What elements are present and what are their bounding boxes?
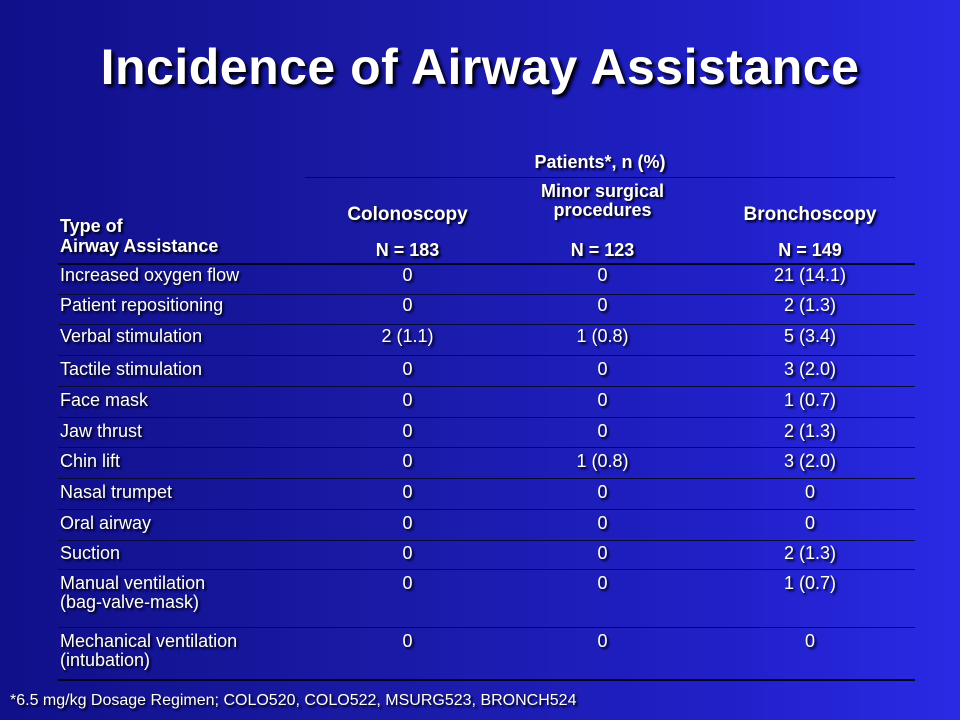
header-bottom-rule — [58, 263, 915, 265]
type-header-line2: Airway Assistance — [60, 236, 219, 256]
cell-bronchoscopy: 0 — [804, 631, 815, 651]
row-type: Mechanical ventilation (intubation) — [60, 632, 320, 670]
column-name: Bronchoscopy — [743, 204, 877, 225]
cell-bronchoscopy: 5 (3.4) — [783, 326, 837, 346]
column-n-minor-surgical: N = 123 — [570, 240, 635, 260]
cell-colonoscopy: 0 — [402, 265, 413, 285]
group-header-divider — [305, 177, 895, 178]
row-type-line1: Mechanical ventilation — [60, 631, 238, 651]
row-type: Manual ventilation (bag-valve-mask) — [60, 574, 320, 612]
type-header: Type of Airway Assistance — [60, 216, 310, 256]
cell-minor-surgical: 0 — [597, 513, 608, 533]
cell-colonoscopy: 0 — [402, 482, 413, 502]
type-header-line1: Type of — [60, 216, 123, 236]
cell-minor-surgical: 0 — [597, 265, 608, 285]
cell-bronchoscopy: 0 — [804, 513, 815, 533]
row-divider — [58, 509, 915, 510]
column-header-bronchoscopy: Bronchoscopy — [710, 204, 910, 226]
column-name-line1: Minor surgical — [540, 181, 665, 201]
cell-colonoscopy: 0 — [402, 295, 413, 315]
row-type: Tactile stimulation — [60, 359, 203, 379]
row-divider — [58, 417, 915, 418]
row-divider — [58, 478, 915, 479]
footnote: *6.5 mg/kg Dosage Regimen; COLO520, COLO… — [10, 692, 577, 709]
cell-colonoscopy: 2 (1.1) — [381, 326, 434, 346]
cell-bronchoscopy: 2 (1.3) — [783, 295, 837, 315]
row-type: Chin lift — [60, 451, 121, 471]
patients-group-header: Patients*, n (%) — [534, 152, 666, 172]
column-n-colonoscopy: N = 183 — [375, 240, 440, 260]
row-type: Face mask — [60, 390, 149, 410]
cell-minor-surgical: 0 — [597, 631, 608, 651]
cell-bronchoscopy: 1 (0.7) — [783, 573, 837, 593]
cell-colonoscopy: 0 — [402, 573, 413, 593]
row-divider — [58, 540, 915, 541]
row-type: Suction — [60, 543, 121, 563]
row-divider — [58, 627, 915, 628]
row-type: Nasal trumpet — [60, 482, 173, 502]
row-type-line1: Manual ventilation — [60, 573, 206, 593]
cell-minor-surgical: 0 — [597, 573, 608, 593]
cell-minor-surgical: 1 (0.8) — [576, 451, 629, 471]
cell-bronchoscopy: 1 (0.7) — [783, 390, 837, 410]
cell-bronchoscopy: 0 — [804, 482, 815, 502]
row-divider — [58, 447, 915, 448]
column-header-minor-surgical: Minor surgical procedures — [495, 182, 710, 220]
cell-colonoscopy: 0 — [402, 631, 413, 651]
row-type: Increased oxygen flow — [60, 265, 240, 285]
column-name: Colonoscopy — [347, 204, 468, 225]
cell-minor-surgical: 0 — [597, 543, 608, 563]
row-divider — [58, 386, 915, 387]
cell-colonoscopy: 0 — [402, 359, 413, 379]
cell-bronchoscopy: 2 (1.3) — [783, 543, 837, 563]
row-divider — [58, 294, 915, 295]
cell-minor-surgical: 0 — [597, 359, 608, 379]
cell-minor-surgical: 0 — [597, 295, 608, 315]
cell-minor-surgical: 0 — [597, 390, 608, 410]
row-type: Jaw thrust — [60, 421, 143, 441]
row-type: Verbal stimulation — [60, 326, 203, 346]
column-header-colonoscopy: Colonoscopy — [320, 204, 495, 226]
cell-colonoscopy: 0 — [402, 451, 413, 471]
row-divider — [58, 355, 915, 356]
cell-bronchoscopy: 2 (1.3) — [783, 421, 837, 441]
cell-colonoscopy: 0 — [402, 543, 413, 563]
cell-minor-surgical: 0 — [597, 482, 608, 502]
row-type: Patient repositioning — [60, 295, 224, 315]
row-divider — [58, 569, 915, 570]
cell-bronchoscopy: 21 (14.1) — [773, 265, 847, 285]
row-divider — [58, 324, 915, 325]
cell-minor-surgical: 0 — [597, 421, 608, 441]
table-bottom-rule — [58, 679, 915, 681]
row-type: Oral airway — [60, 513, 152, 533]
cell-minor-surgical: 1 (0.8) — [576, 326, 629, 346]
cell-bronchoscopy: 3 (2.0) — [783, 451, 837, 471]
cell-colonoscopy: 0 — [402, 421, 413, 441]
row-type-line2: (bag-valve-mask) — [60, 592, 200, 612]
column-n-bronchoscopy: N = 149 — [778, 240, 842, 260]
column-name-line2: procedures — [553, 200, 652, 220]
cell-colonoscopy: 0 — [402, 513, 413, 533]
cell-bronchoscopy: 3 (2.0) — [783, 359, 837, 379]
slide-title: Incidence of Airway Assistance — [100, 39, 860, 95]
row-type-line2: (intubation) — [60, 650, 151, 670]
cell-colonoscopy: 0 — [402, 390, 413, 410]
